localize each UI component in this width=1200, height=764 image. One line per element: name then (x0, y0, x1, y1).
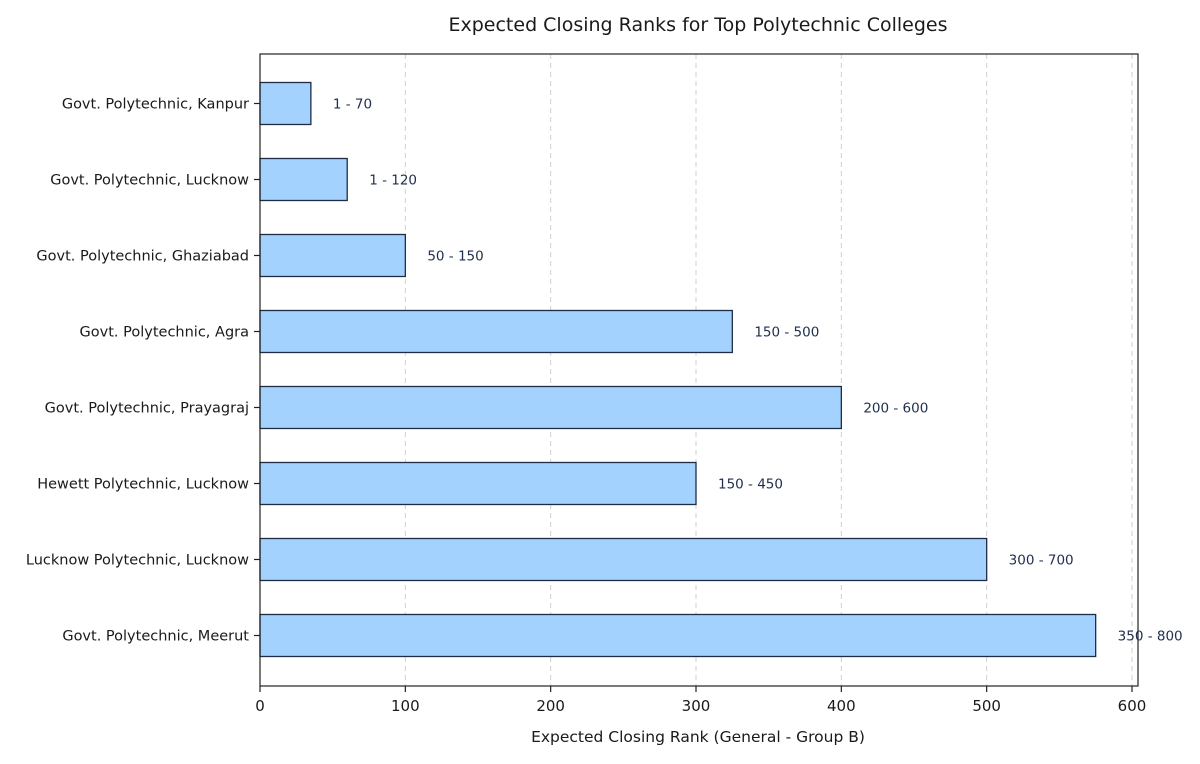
x-axis: 0 100 200 300 400 500 600 (255, 686, 1146, 715)
bar (259, 81, 312, 126)
data-label: 350 - 800 (1118, 629, 1183, 645)
x-tick-label: 200 (536, 697, 565, 715)
gridlines (404, 54, 1133, 686)
plot-frame (259, 53, 1139, 687)
x-tick-label: 0 (255, 697, 265, 715)
bar (259, 461, 697, 506)
category-label: Govt. Polytechnic, Ghaziabad (36, 249, 249, 265)
category-label: Govt. Polytechnic, Meerut (62, 629, 249, 645)
bar (259, 233, 406, 278)
bars (259, 81, 1097, 658)
bar (259, 613, 1097, 658)
x-tick-label: 100 (391, 697, 420, 715)
bar (259, 537, 988, 582)
category-label: Govt. Polytechnic, Kanpur (62, 97, 249, 113)
data-label: 1 - 70 (333, 97, 372, 113)
category-label: Govt. Polytechnic, Agra (80, 325, 249, 341)
data-labels: 1 - 70 1 - 120 50 - 150 150 - 500 200 - 600 1… (333, 97, 1183, 645)
bar (259, 385, 842, 430)
category-label: Govt. Polytechnic, Prayagraj (45, 401, 249, 417)
x-tick-label: 400 (827, 697, 856, 715)
x-axis-label: Expected Closing Rank (General - Group B… (531, 728, 865, 746)
data-label: 1 - 120 (369, 173, 417, 189)
chart-title: Expected Closing Ranks for Top Polytechn… (448, 14, 947, 36)
data-label: 300 - 700 (1009, 553, 1074, 569)
bar (259, 309, 733, 354)
category-label: Govt. Polytechnic, Lucknow (50, 173, 249, 189)
category-label: Lucknow Polytechnic, Lucknow (26, 553, 249, 569)
x-tick-label: 600 (1118, 697, 1147, 715)
y-axis: Govt. Polytechnic, Kanpur Govt. Polytechn… (26, 97, 260, 645)
x-tick-label: 300 (682, 697, 711, 715)
x-tick-label: 500 (972, 697, 1001, 715)
category-label: Hewett Polytechnic, Lucknow (37, 477, 249, 493)
data-label: 50 - 150 (427, 249, 483, 265)
data-label: 150 - 500 (754, 325, 819, 341)
bar (259, 157, 348, 202)
data-label: 150 - 450 (718, 477, 783, 493)
data-label: 200 - 600 (863, 401, 928, 417)
